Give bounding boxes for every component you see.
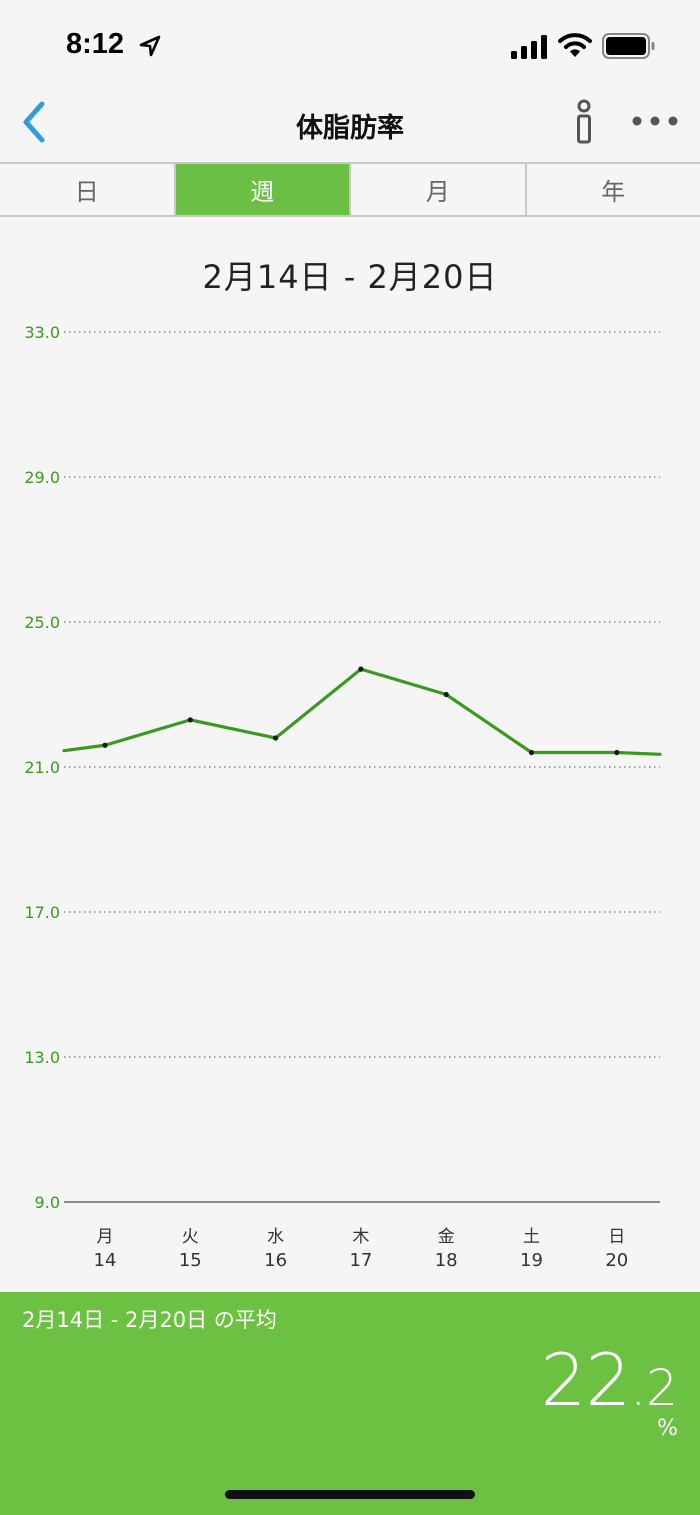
data-point: [358, 666, 364, 672]
page-title: 体脂肪率: [296, 113, 404, 144]
data-point: [102, 742, 108, 748]
y-tick-label: 21.0: [24, 758, 60, 777]
x-tick-day-label: 土: [523, 1227, 540, 1247]
battery-icon: [602, 33, 655, 59]
series-line: [62, 667, 662, 756]
average-unit: %: [657, 1416, 678, 1441]
x-tick-day-label: 木: [352, 1227, 369, 1247]
average-value: 22.2: [541, 1338, 678, 1422]
location-arrow-icon: [139, 35, 161, 57]
info-button[interactable]: [570, 98, 598, 144]
cellular-signal-icon: [511, 35, 547, 59]
tab-week[interactable]: 週: [175, 164, 351, 215]
status-time: 8:12: [66, 28, 125, 60]
chevron-left-icon: [23, 101, 45, 143]
tab-year[interactable]: 年: [601, 178, 626, 206]
home-indicator: [225, 1490, 475, 1499]
back-button[interactable]: [14, 96, 58, 146]
x-tick-date-label: 18: [435, 1250, 458, 1271]
average-value-decimal: .2: [630, 1359, 678, 1417]
average-label: 2月14日 - 2月20日 の平均: [22, 1308, 277, 1332]
info-icon: [577, 99, 591, 144]
tab-month[interactable]: 月: [351, 164, 527, 215]
body-fat-line-chart: 33.0 29.0 25.0 21.0 17.0 13.0 9.0 月 14 火 15 水 16 木 17 金…: [24, 323, 662, 1271]
data-point: [443, 691, 449, 698]
tab-day[interactable]: 日: [0, 164, 176, 215]
y-tick-label: 29.0: [24, 468, 60, 487]
average-value-integer: 22: [540, 1338, 632, 1422]
data-point: [187, 717, 193, 723]
x-tick-day-label: 火: [182, 1227, 199, 1247]
y-tick-label: 33.0: [24, 323, 60, 342]
data-point: [528, 749, 535, 756]
status-bar: 8:12: [0, 0, 700, 92]
y-tick-label: 9.0: [35, 1193, 60, 1212]
wifi-icon: [558, 33, 592, 57]
more-options-button[interactable]: [628, 106, 682, 136]
x-tick-day-label: 月: [97, 1227, 114, 1247]
data-point: [273, 735, 279, 741]
more-dots-icon: [632, 116, 678, 126]
x-tick-day-label: 水: [267, 1227, 284, 1247]
x-tick-date-label: 14: [94, 1250, 117, 1271]
y-tick-label: 17.0: [24, 903, 60, 922]
x-tick-date-label: 17: [349, 1250, 372, 1271]
y-tick-label: 25.0: [24, 613, 60, 632]
data-point: [614, 749, 620, 756]
x-tick-day-label: 日: [608, 1227, 625, 1247]
y-tick-label: 13.0: [24, 1048, 60, 1067]
x-tick-date-label: 20: [605, 1250, 628, 1271]
date-range-title: 2月14日 - 2月20日: [202, 258, 498, 296]
x-tick-date-label: 19: [520, 1250, 543, 1271]
average-panel: 2月14日 - 2月20日 の平均 22.2 %: [0, 1292, 700, 1515]
x-tick-date-label: 15: [179, 1250, 202, 1271]
period-tabs: 日 週 月 年: [0, 162, 700, 217]
x-tick-day-label: 金: [438, 1227, 455, 1247]
x-tick-date-label: 16: [264, 1250, 287, 1271]
navigation-bar: 体脂肪率: [0, 92, 700, 162]
